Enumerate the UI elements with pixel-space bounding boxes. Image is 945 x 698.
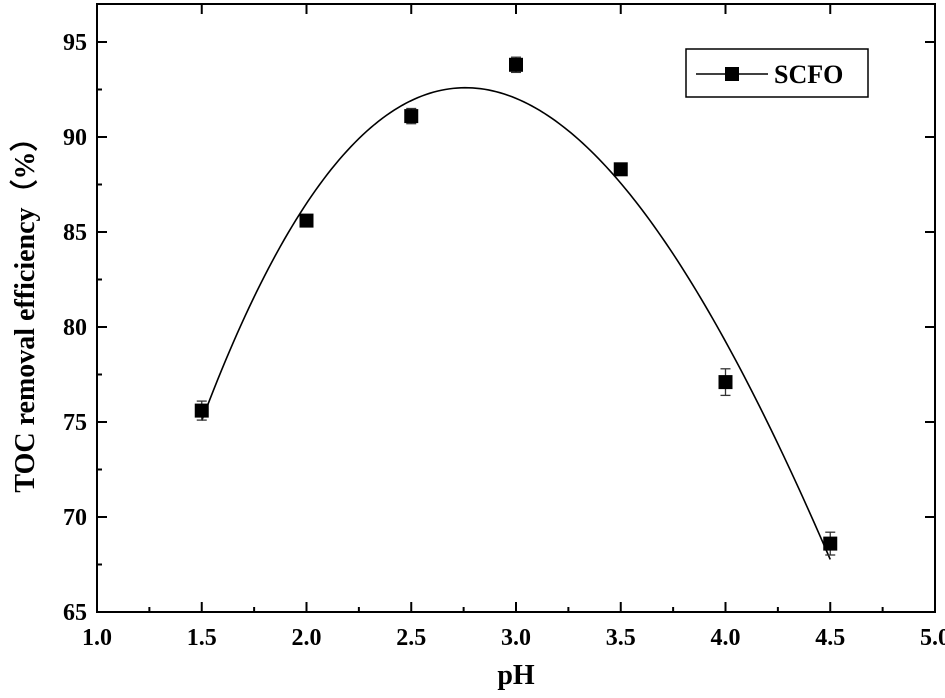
x-tick-label: 1.5 [187, 625, 217, 651]
x-tick-label: 2.5 [396, 625, 426, 651]
x-tick-label: 2.0 [292, 625, 322, 651]
data-point-marker [404, 109, 419, 124]
y-tick-label: 70 [63, 505, 87, 531]
data-point-marker [823, 536, 838, 551]
y-tick-label: 95 [63, 30, 87, 56]
series-fit-curve [201, 86, 831, 560]
data-point-marker [299, 213, 314, 228]
x-axis: 1.0 1.5 2.0 2.5 3.0 3.5 4.0 4.5 5.0 [82, 4, 945, 651]
x-tick-label: 3.5 [606, 625, 636, 651]
x-tick-label: 3.0 [501, 625, 531, 651]
data-point-marker [613, 162, 628, 177]
x-tick-label: 5.0 [920, 625, 945, 651]
y-tick-label: 75 [63, 410, 87, 436]
y-axis: 65 70 75 80 85 90 95 [63, 30, 935, 626]
y-tick-label: 65 [63, 600, 87, 626]
x-tick-label: 4.5 [815, 625, 845, 651]
x-tick-label: 1.0 [82, 625, 112, 651]
series-layer [194, 56, 838, 560]
y-tick-label: 90 [63, 125, 87, 151]
y-axis-title: TOC removal efficiency（%） [8, 123, 41, 492]
y-tick-label: 85 [63, 220, 87, 246]
data-point-marker [194, 403, 209, 418]
legend-box [685, 48, 869, 98]
y-tick-label: 80 [63, 315, 87, 341]
data-point-marker [718, 375, 733, 390]
x-tick-label: 4.0 [711, 625, 741, 651]
data-point-marker [509, 57, 523, 72]
legend: SCFO [685, 48, 869, 98]
x-axis-title: pH [497, 660, 535, 691]
legend-square-marker [725, 67, 739, 81]
legend-label-scfo: SCFO [774, 60, 843, 89]
